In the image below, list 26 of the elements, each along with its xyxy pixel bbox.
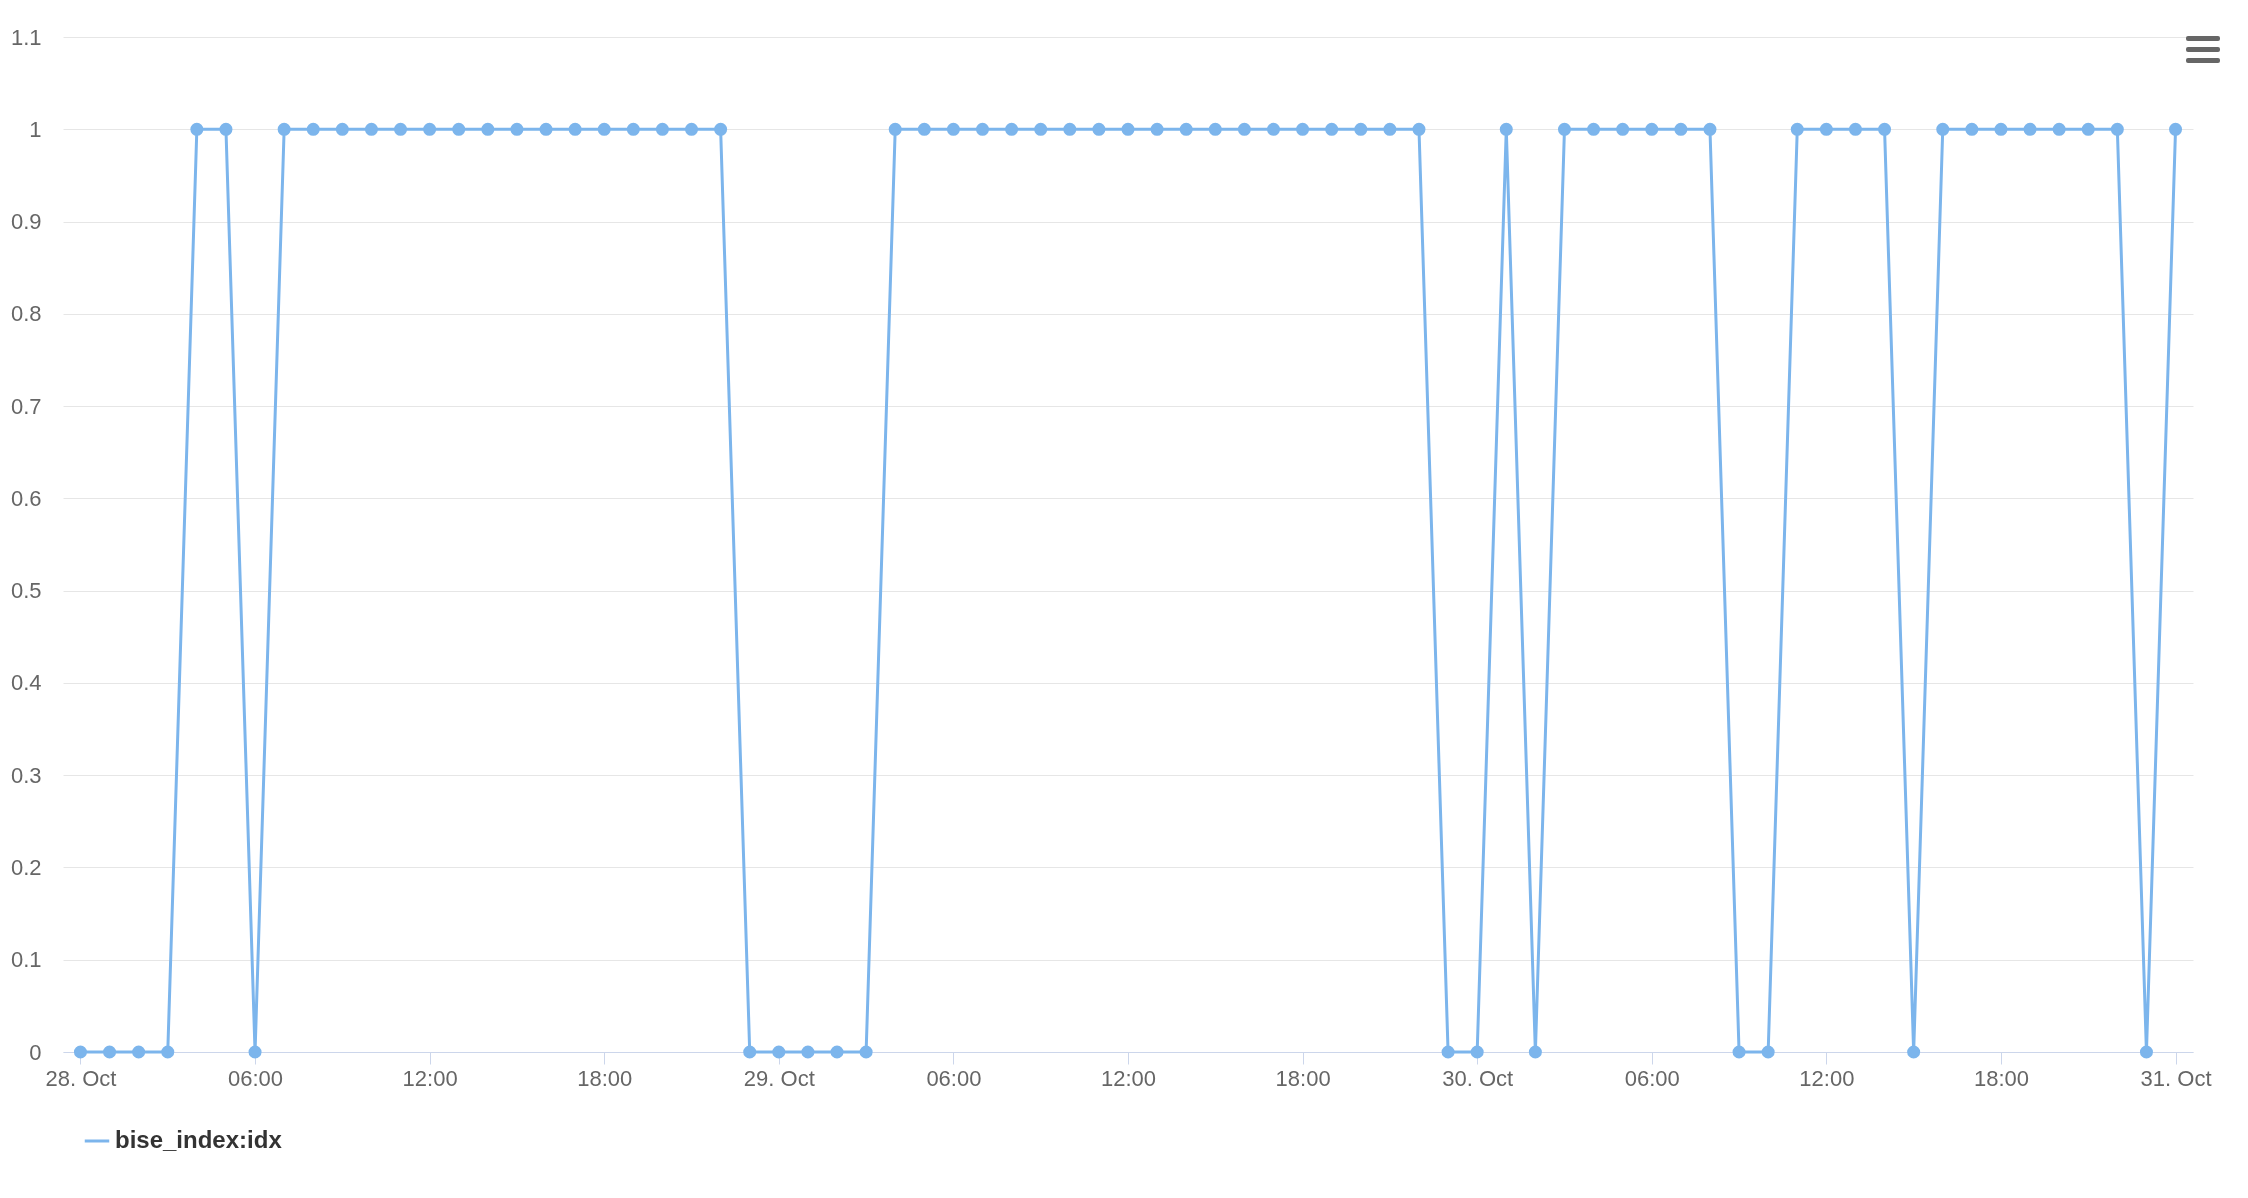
x-tick-label: 06:00 <box>926 1065 982 1091</box>
y-tick-label: 0.9 <box>10 209 42 235</box>
x-tick-label: 06:00 <box>1624 1065 1680 1091</box>
legend-label: bise_index:idx <box>115 1126 283 1153</box>
x-tick-label: 06:00 <box>228 1065 284 1091</box>
x-tick-label: 29. Oct <box>743 1065 815 1091</box>
y-tick-label: 0.5 <box>10 578 42 604</box>
x-tick-label: 12:00 <box>1100 1065 1157 1091</box>
x-tick-label: 31. Oct <box>2140 1065 2212 1091</box>
y-tick-label: 0.1 <box>10 947 42 973</box>
x-tick-label: 12:00 <box>1799 1065 1855 1091</box>
y-tick-label: 0.2 <box>10 854 42 880</box>
y-tick-label: 0.7 <box>10 393 42 419</box>
x-tick-label: 28. Oct <box>45 1065 117 1091</box>
y-tick-label: 0.4 <box>10 670 42 696</box>
x-tick-label: 30. Oct <box>1442 1065 1514 1091</box>
x-tick-label: 18:00 <box>1275 1065 1331 1091</box>
y-tick-label: 1 <box>29 116 42 142</box>
y-tick-label: 0.6 <box>10 485 42 511</box>
y-tick-label: 1.1 <box>10 24 42 50</box>
y-tick-label: 0 <box>29 1039 42 1065</box>
x-tick-label: 12:00 <box>402 1065 458 1091</box>
y-tick-label: 0.8 <box>10 301 42 327</box>
x-tick-label: 18:00 <box>1973 1065 2029 1091</box>
x-tick-label: 18:00 <box>577 1065 633 1091</box>
y-tick-label: 0.3 <box>10 762 42 788</box>
